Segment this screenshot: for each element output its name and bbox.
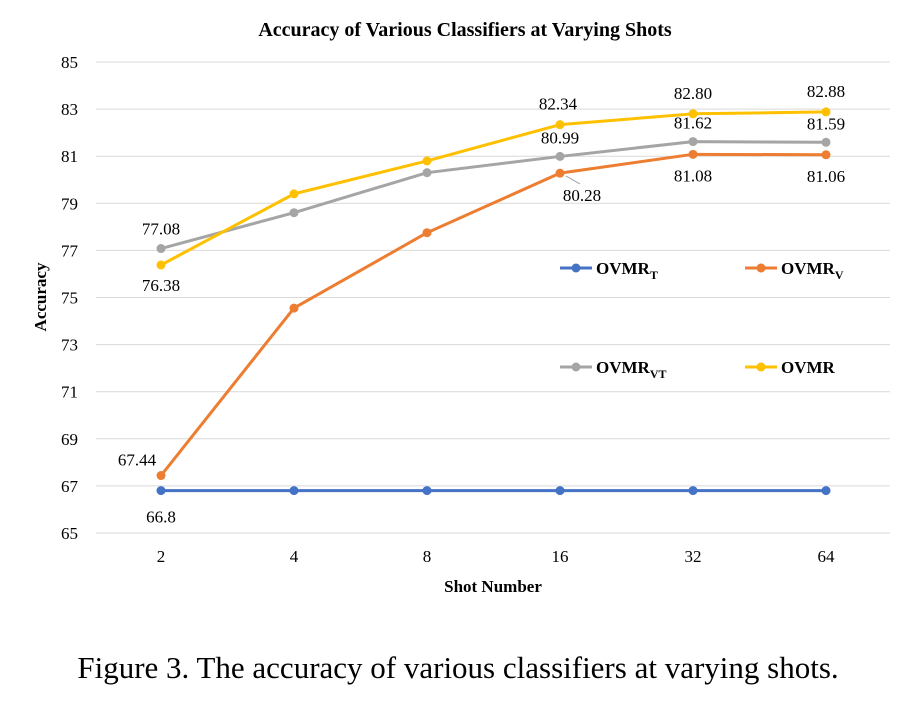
legend-marker	[756, 362, 766, 372]
y-tick-label: 73	[61, 336, 78, 355]
line-chart: Accuracy of Various Classifiers at Varyi…	[31, 19, 890, 596]
series-line	[160, 110, 827, 267]
data-label: 66.8	[146, 508, 176, 527]
data-point	[555, 486, 565, 496]
legend-item: OVMRT	[560, 259, 658, 282]
data-point	[688, 486, 698, 496]
x-tick-label: 32	[685, 547, 702, 566]
data-label: 82.34	[539, 95, 578, 114]
legend-label: OVMRVT	[596, 358, 667, 381]
data-point	[422, 168, 432, 178]
data-point	[422, 228, 432, 238]
data-label: 76.38	[142, 276, 180, 295]
legend-marker	[571, 263, 581, 273]
legend-label: OVMRV	[781, 259, 844, 282]
x-tick-label: 64	[818, 547, 836, 566]
data-point	[688, 149, 698, 159]
data-point	[422, 156, 432, 166]
legend-item: OVMRV	[745, 259, 844, 282]
data-point	[422, 486, 432, 496]
y-tick-label: 65	[61, 524, 78, 543]
x-tick-label: 2	[157, 547, 166, 566]
data-label: 82.88	[807, 82, 845, 101]
legend: OVMRT OVMRV OVMRVT OVMR	[560, 259, 844, 381]
x-tick-label: 16	[552, 547, 569, 566]
data-point	[156, 244, 166, 254]
data-point	[289, 486, 299, 496]
data-labels: 66.8 67.44 80.28 81.08 81.06 77.08 80.99 81.62 8…	[118, 82, 845, 527]
legend-marker	[571, 362, 581, 372]
data-point	[821, 137, 831, 147]
data-label: 81.08	[674, 166, 712, 185]
data-point	[156, 471, 166, 481]
y-axis-title: Accuracy	[31, 262, 50, 331]
data-label: 77.08	[142, 220, 180, 239]
data-point	[289, 208, 299, 218]
x-tick-label: 4	[290, 547, 299, 566]
y-tick-label: 77	[61, 241, 79, 260]
data-point	[821, 486, 831, 496]
x-axis-ticks: 2 4 8 16 32 64	[157, 547, 835, 566]
data-point	[289, 303, 299, 313]
data-point	[821, 107, 831, 117]
data-point	[289, 189, 299, 199]
y-tick-label: 83	[61, 100, 78, 119]
data-label: 80.99	[541, 128, 579, 147]
data-point	[688, 109, 698, 119]
data-point	[555, 168, 565, 178]
data-point	[156, 486, 166, 496]
series-line	[159, 152, 827, 477]
data-label: 81.59	[807, 114, 845, 133]
data-point	[555, 151, 565, 161]
data-label: 80.28	[563, 186, 601, 205]
legend-item: OVMR	[745, 358, 836, 377]
data-point	[156, 260, 166, 270]
data-label: 81.06	[807, 167, 845, 186]
chart-title: Accuracy of Various Classifiers at Varyi…	[258, 19, 672, 41]
figure-caption: Figure 3. The accuracy of various classi…	[77, 650, 839, 685]
gridlines	[96, 61, 890, 534]
series-lines	[156, 107, 831, 496]
data-label: 81.62	[674, 114, 712, 133]
legend-marker	[756, 263, 766, 273]
x-axis-title: Shot Number	[444, 577, 542, 596]
y-tick-label: 71	[61, 383, 78, 402]
y-tick-label: 67	[61, 477, 79, 496]
data-label: 67.44	[118, 451, 157, 470]
y-axis-ticks: 65 67 69 71 73 75 77 79 81 83 85	[61, 53, 79, 543]
series-line	[160, 140, 827, 250]
y-tick-label: 69	[61, 430, 78, 449]
legend-label: OVMR	[781, 358, 836, 377]
y-tick-label: 79	[61, 194, 78, 213]
data-point	[688, 137, 698, 147]
y-tick-label: 75	[61, 289, 78, 308]
data-point	[821, 150, 831, 160]
legend-label: OVMRT	[596, 259, 658, 282]
label-leader-line	[565, 175, 581, 185]
y-tick-label: 85	[61, 53, 78, 72]
data-label: 82.80	[674, 84, 712, 103]
y-tick-label: 81	[61, 147, 78, 166]
data-point	[555, 120, 565, 130]
legend-item: OVMRVT	[560, 358, 667, 381]
x-tick-label: 8	[423, 547, 432, 566]
